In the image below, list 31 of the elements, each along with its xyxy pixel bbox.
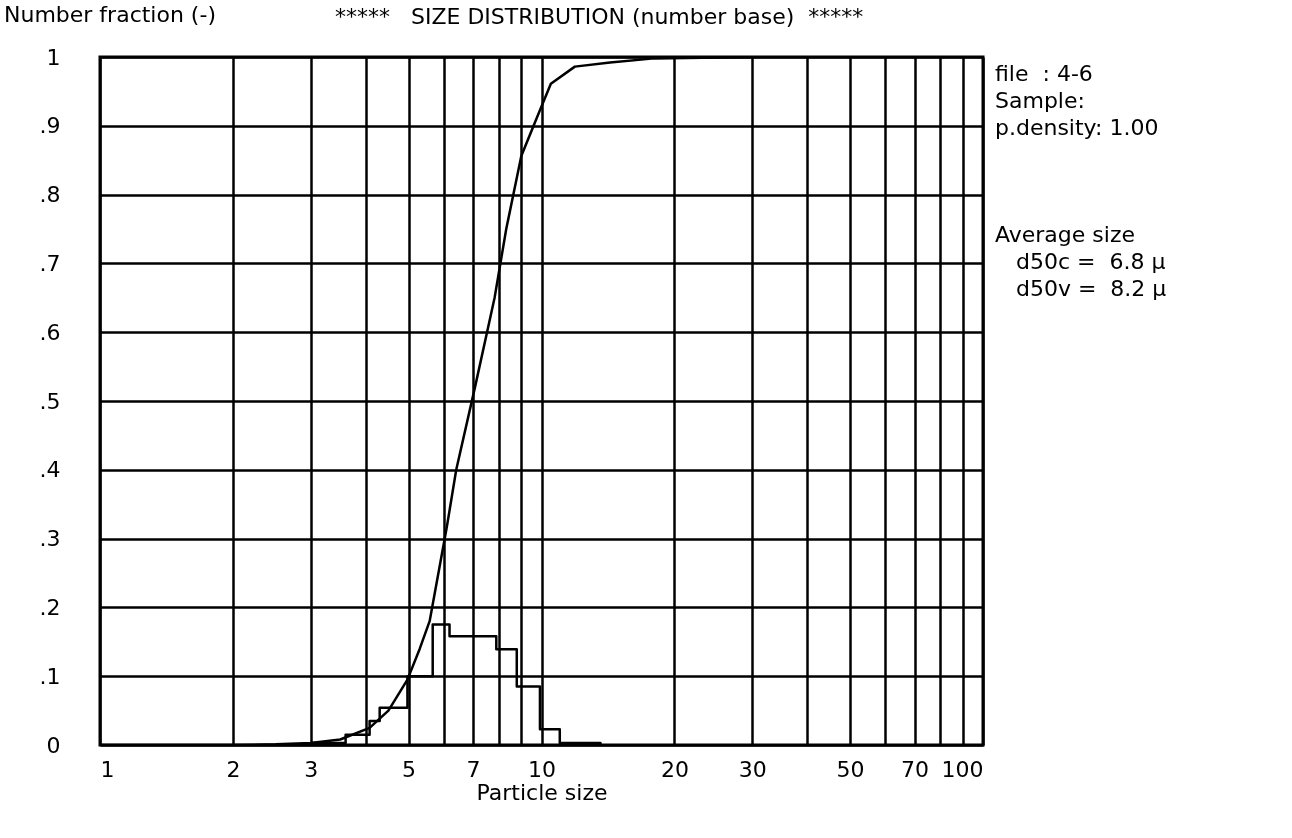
x-axis-title: Particle size <box>476 779 608 805</box>
text: d50c = 6.8 µ <box>1014 248 1167 275</box>
y-tick-label: 0 <box>46 732 61 758</box>
x-tick-label: 50 <box>836 756 865 782</box>
x-tick-label: 20 <box>660 756 689 782</box>
x-tick-label: 7 <box>466 756 481 782</box>
x-tick-label: 3 <box>304 756 319 782</box>
x-tick-label: 10 <box>528 756 556 782</box>
text: Sample: <box>995 87 1086 114</box>
y-tick-label: .6 <box>39 319 61 345</box>
text: p.density: 1.00 <box>995 114 1160 141</box>
x-tick-label: 70 <box>901 756 930 782</box>
y-tick-label: .4 <box>39 457 61 483</box>
y-axis-title: Number fraction (-) <box>4 2 216 27</box>
y-tick-label: .2 <box>39 594 61 620</box>
x-tick-label: 1 <box>100 756 115 782</box>
x-tick-label: 5 <box>402 756 417 782</box>
y-tick-label: .7 <box>39 250 61 276</box>
text: file : 4-6 <box>995 60 1094 87</box>
y-tick-label: .3 <box>39 526 61 552</box>
y-tick-label: .5 <box>39 388 61 414</box>
y-tick-label: 1 <box>46 44 61 70</box>
x-tick-label: 2 <box>226 756 241 782</box>
x-tick-label: 30 <box>738 756 767 782</box>
text: d50v = 8.2 µ <box>1014 275 1167 302</box>
text: Average size <box>995 221 1136 248</box>
y-tick-label: .8 <box>39 182 61 208</box>
chart-title: ***** SIZE DISTRIBUTION (number base) ***** <box>335 4 864 29</box>
y-tick-label: .1 <box>39 663 61 689</box>
y-tick-label: .9 <box>39 113 61 139</box>
x-tick-label: 100 <box>941 756 984 782</box>
